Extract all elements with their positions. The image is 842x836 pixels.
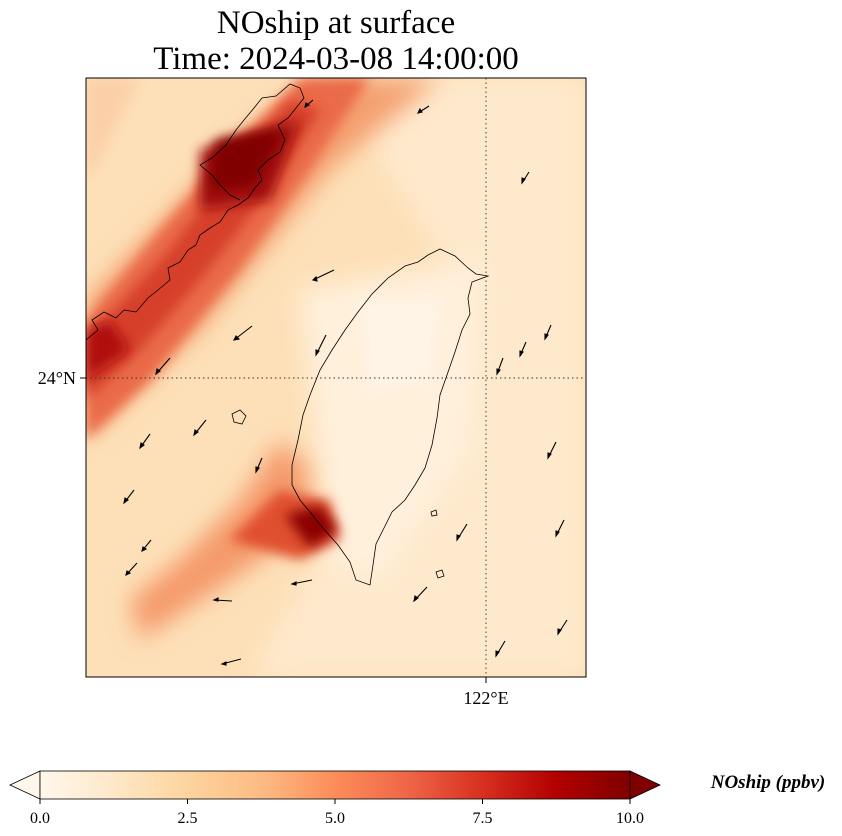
colorbar: 0.0 2.5 5.0 7.5 10.0 NOship (ppbv)	[9, 770, 826, 827]
penghu-islands	[231, 409, 247, 425]
colorbar-tick-label: 0.0	[30, 810, 50, 827]
wind-vectors	[123, 99, 568, 666]
gridlines	[86, 78, 586, 677]
colorbar-extend-low	[9, 770, 41, 800]
lat-label: 24°N	[38, 368, 76, 388]
colorbar-tick-label: 7.5	[473, 810, 493, 827]
orchid-island	[435, 569, 445, 579]
colorbar-tick-label: 5.0	[325, 810, 345, 827]
mainland-coastline	[86, 83, 305, 341]
colorbar-tick-label: 10.0	[616, 810, 644, 827]
colorbar-extend-high	[629, 770, 661, 800]
colorbar-ticks: 0.0 2.5 5.0 7.5 10.0	[30, 799, 644, 827]
colorbar-label: NOship (ppbv)	[710, 772, 826, 793]
concentration-field	[86, 78, 586, 677]
green-island	[430, 509, 438, 517]
plot-title-variable: NOship at surface	[216, 5, 456, 41]
plot-title-time: Time: 2024-03-08 14:00:00	[153, 41, 519, 77]
colorbar-tick-label: 2.5	[178, 810, 198, 827]
taiwan-coastline	[291, 248, 490, 586]
colorbar-gradient	[39, 770, 631, 800]
lon-label: 122°E	[463, 688, 508, 708]
coastlines	[86, 83, 490, 586]
